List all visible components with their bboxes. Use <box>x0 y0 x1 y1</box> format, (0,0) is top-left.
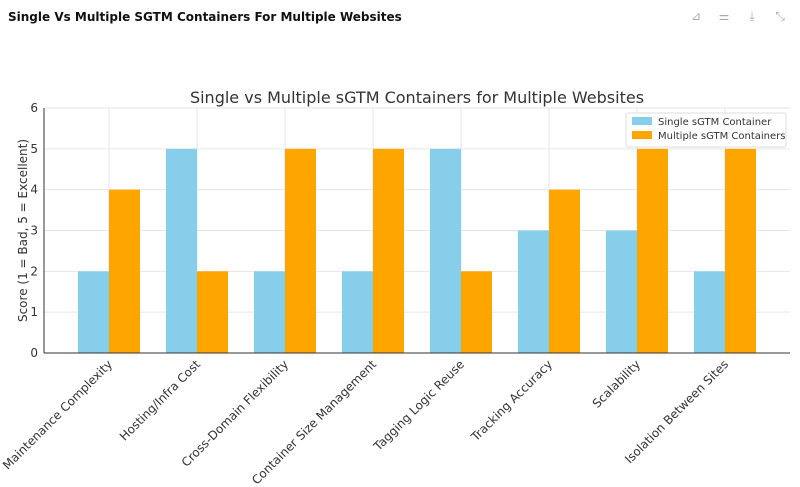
bar-single <box>166 148 197 353</box>
y-tick-label: 2 <box>30 264 38 278</box>
chart-title: Single vs Multiple sGTM Containers for M… <box>190 88 644 107</box>
bar-single <box>254 271 285 353</box>
y-tick-label: 5 <box>30 142 38 156</box>
y-axis-label: Score (1 = Bad, 5 = Excellent) <box>16 139 30 322</box>
bar-multiple <box>637 148 668 353</box>
bar-single <box>606 230 637 353</box>
bar-multiple <box>549 189 580 353</box>
legend <box>625 112 787 148</box>
download-icon[interactable]: ⤓ <box>749 9 755 23</box>
collapse-icon[interactable]: ⤡ <box>775 9 785 23</box>
y-tick-label: 3 <box>30 224 38 238</box>
page-title: Single Vs Multiple SGTM Containers For M… <box>8 10 402 24</box>
legend-label: Single sGTM Container <box>658 117 772 128</box>
x-tick-label: Tracking Accuracy <box>468 357 555 444</box>
bar-single <box>694 271 725 353</box>
bar-multiple <box>725 148 756 353</box>
bar-single <box>518 230 549 353</box>
bar-multiple <box>461 271 492 353</box>
y-tick-label: 1 <box>30 305 38 319</box>
bar-single <box>430 148 461 353</box>
pin-off-icon[interactable]: ⊿ <box>690 9 702 23</box>
bar-multiple <box>109 189 140 353</box>
x-tick-label: Hosting/Infra Cost <box>117 357 204 444</box>
x-tick-label: Tagging Logic Reuse <box>370 357 467 454</box>
legend-swatch <box>632 117 652 125</box>
bar-multiple <box>197 271 228 353</box>
legend-label: Multiple sGTM Containers <box>658 131 786 142</box>
x-tick-label: Scalability <box>590 357 644 411</box>
sliders-icon[interactable]: ⚌ <box>718 9 730 23</box>
y-tick-label: 4 <box>30 183 38 197</box>
bar-multiple <box>285 148 316 353</box>
legend-swatch <box>632 131 652 139</box>
x-tick-label: Maintenance Complexity <box>0 357 115 472</box>
bar-single <box>78 271 109 353</box>
toolbar: ⊿ ⚌ ⤓ ⤡ <box>688 9 788 24</box>
bar-multiple <box>373 148 404 353</box>
y-tick-label: 6 <box>30 101 38 115</box>
x-tick-label: Isolation Between Sites <box>622 357 731 466</box>
y-tick-label: 0 <box>30 346 38 360</box>
bar-single <box>342 271 373 353</box>
